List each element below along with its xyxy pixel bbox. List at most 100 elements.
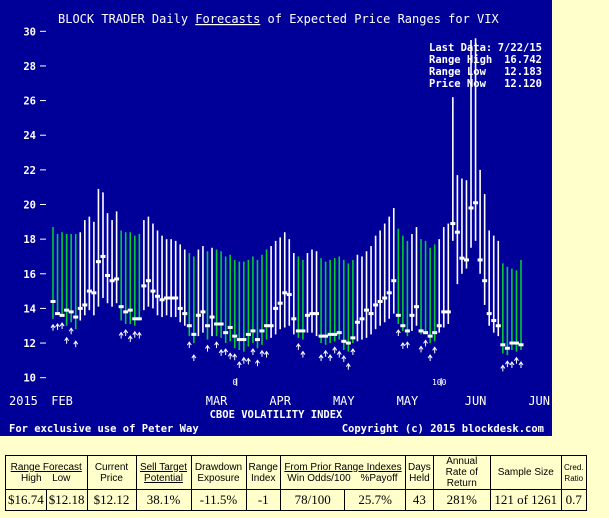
price-tick — [382, 296, 388, 300]
signal-arrow-head — [504, 360, 510, 365]
price-tick — [327, 332, 333, 336]
price-tick — [350, 336, 356, 340]
price-tick — [245, 332, 251, 336]
price-tick — [182, 312, 188, 316]
y-tick-label: 12 — [23, 338, 36, 350]
price-tick — [268, 324, 274, 328]
price-tick — [423, 331, 429, 335]
price-tick — [463, 258, 469, 262]
price-tick — [432, 331, 438, 335]
signal-arrow-head — [236, 361, 242, 366]
price-tick — [427, 334, 433, 338]
price-tick — [473, 201, 479, 205]
signal-arrow-head — [500, 364, 506, 369]
signal-arrow-head — [250, 348, 256, 353]
signal-arrow-head — [345, 362, 351, 367]
price-tick — [445, 310, 451, 314]
price-tick — [295, 329, 301, 333]
price-tick — [136, 317, 142, 321]
price-tick — [64, 308, 70, 312]
val-range-low: $12.18 — [45, 489, 88, 511]
price-tick — [168, 296, 174, 300]
price-tick — [513, 341, 519, 345]
info-value: 12.120 — [504, 78, 542, 90]
price-tick — [304, 313, 310, 317]
price-tick — [482, 279, 488, 283]
price-tick — [413, 305, 419, 309]
signal-arrow-head — [68, 327, 74, 332]
x-tick-label: JUN — [528, 394, 550, 408]
price-tick — [123, 310, 129, 314]
signal-arrow-head — [395, 329, 401, 334]
price-tick — [459, 256, 465, 260]
signal-arrow-head — [132, 330, 138, 336]
price-tick — [282, 291, 288, 295]
y-tick-label: 16 — [23, 269, 36, 281]
signal-arrow-head — [255, 359, 260, 364]
signal-arrow-head — [327, 354, 333, 359]
hdr-range-index: Range Index — [245, 455, 281, 490]
price-tick — [186, 324, 192, 328]
price-tick — [409, 313, 415, 317]
y-tick-label: 22 — [23, 165, 36, 177]
price-tick — [332, 332, 338, 336]
signal-arrow-head — [136, 331, 142, 336]
price-tick — [145, 279, 151, 283]
price-tick — [191, 332, 197, 336]
signal-arrow-head — [418, 345, 424, 350]
signal-arrow-head — [123, 329, 129, 334]
hdr-sell-target: Sell Target Potential — [135, 455, 192, 490]
hdr-days-held: Days Held — [404, 455, 434, 490]
signal-arrow-head — [295, 342, 301, 348]
price-tick — [109, 279, 115, 283]
price-tick — [336, 331, 342, 335]
price-tick — [341, 339, 347, 343]
signal-arrow-head — [332, 346, 338, 351]
price-tick — [118, 305, 124, 309]
price-tick — [150, 289, 156, 293]
forecast-chart: BLOCK TRADER Daily Forecasts of Expected… — [9, 12, 550, 435]
signal-arrow-head — [73, 340, 79, 345]
price-tick — [209, 315, 215, 319]
price-tick — [391, 279, 397, 283]
price-tick — [291, 317, 297, 321]
signal-arrow-head — [427, 354, 433, 359]
signal-arrow-head — [59, 322, 65, 327]
price-tick — [114, 277, 120, 281]
price-tick — [314, 312, 320, 316]
price-tick — [223, 331, 229, 335]
signal-arrow-head — [186, 341, 192, 346]
hdr-cred-ratio: Cred. Ratio — [560, 455, 587, 490]
price-tick — [236, 338, 242, 342]
price-tick — [273, 306, 279, 310]
price-tick — [386, 291, 392, 295]
footer-left: For exclusive use of Peter Way — [9, 423, 199, 435]
info-label: Range High — [429, 54, 492, 66]
price-tick — [468, 206, 474, 210]
signal-arrow-head — [432, 346, 438, 351]
y-tick-label: 20 — [23, 200, 36, 212]
signal-arrow-head — [423, 339, 428, 344]
stats-table: Range Forecast High Low Current Price Sell… — [5, 455, 587, 511]
price-tick — [377, 299, 383, 303]
price-tick — [227, 325, 233, 329]
price-tick — [95, 260, 101, 264]
hdr-current-price: Current Price — [86, 455, 137, 490]
price-tick — [364, 308, 370, 312]
signal-arrow-head — [350, 348, 356, 353]
signal-arrow-head — [318, 354, 324, 359]
price-tick — [395, 313, 401, 317]
signal-arrow-head — [118, 331, 124, 336]
signal-arrow-head — [214, 341, 219, 346]
price-tick — [300, 329, 306, 333]
signal-arrow-head — [218, 348, 224, 354]
price-tick — [59, 313, 65, 317]
signal-arrow-head — [50, 323, 56, 329]
price-tick — [318, 334, 324, 338]
price-tick — [441, 310, 447, 314]
signal-arrow-head — [232, 353, 238, 358]
signal-arrow-head — [518, 361, 524, 366]
hdr-range-forecast: Range Forecast High Low — [5, 455, 88, 490]
val-range-high: $16.74 — [5, 489, 47, 511]
signal-arrow-head — [55, 322, 60, 328]
